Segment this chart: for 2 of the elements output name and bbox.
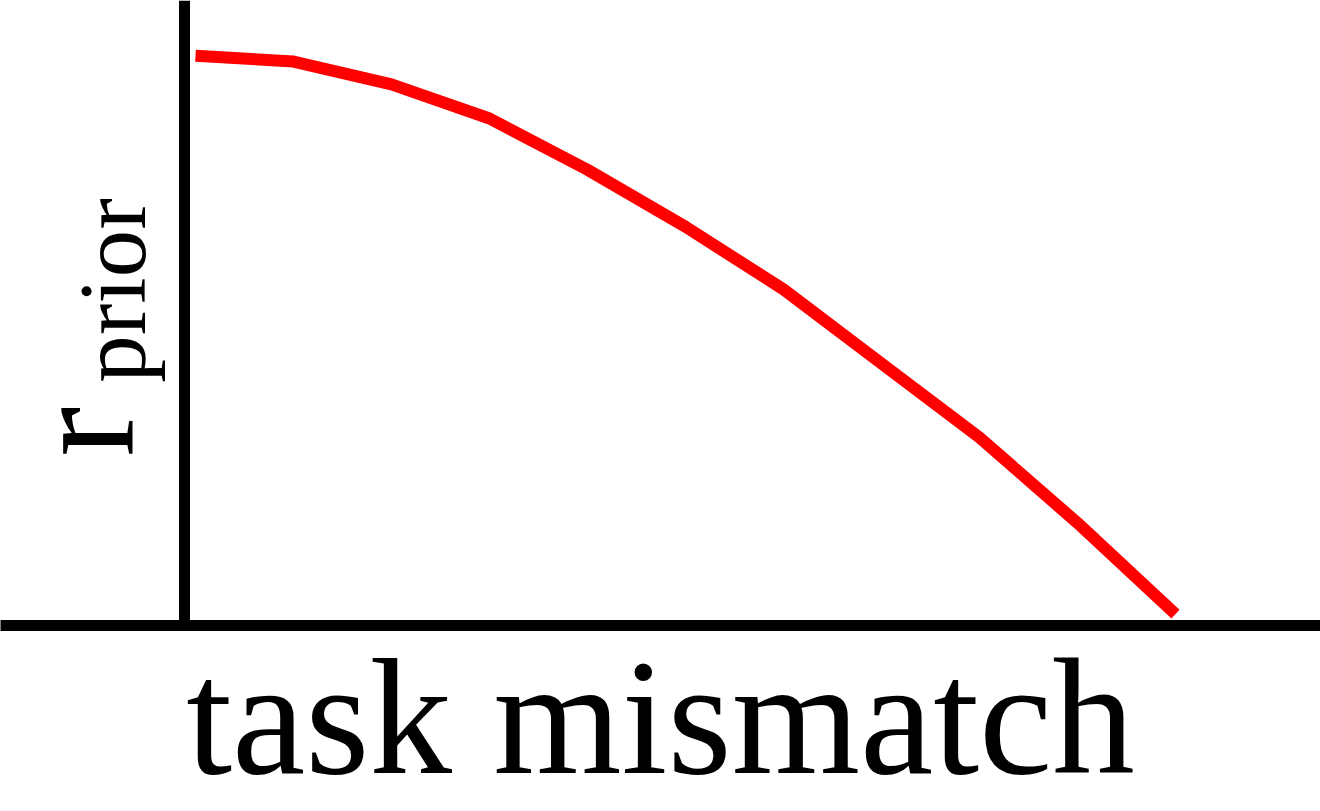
y-axis-title: rprior	[0, 198, 166, 457]
x-axis-title: task mismatch	[186, 625, 1135, 809]
